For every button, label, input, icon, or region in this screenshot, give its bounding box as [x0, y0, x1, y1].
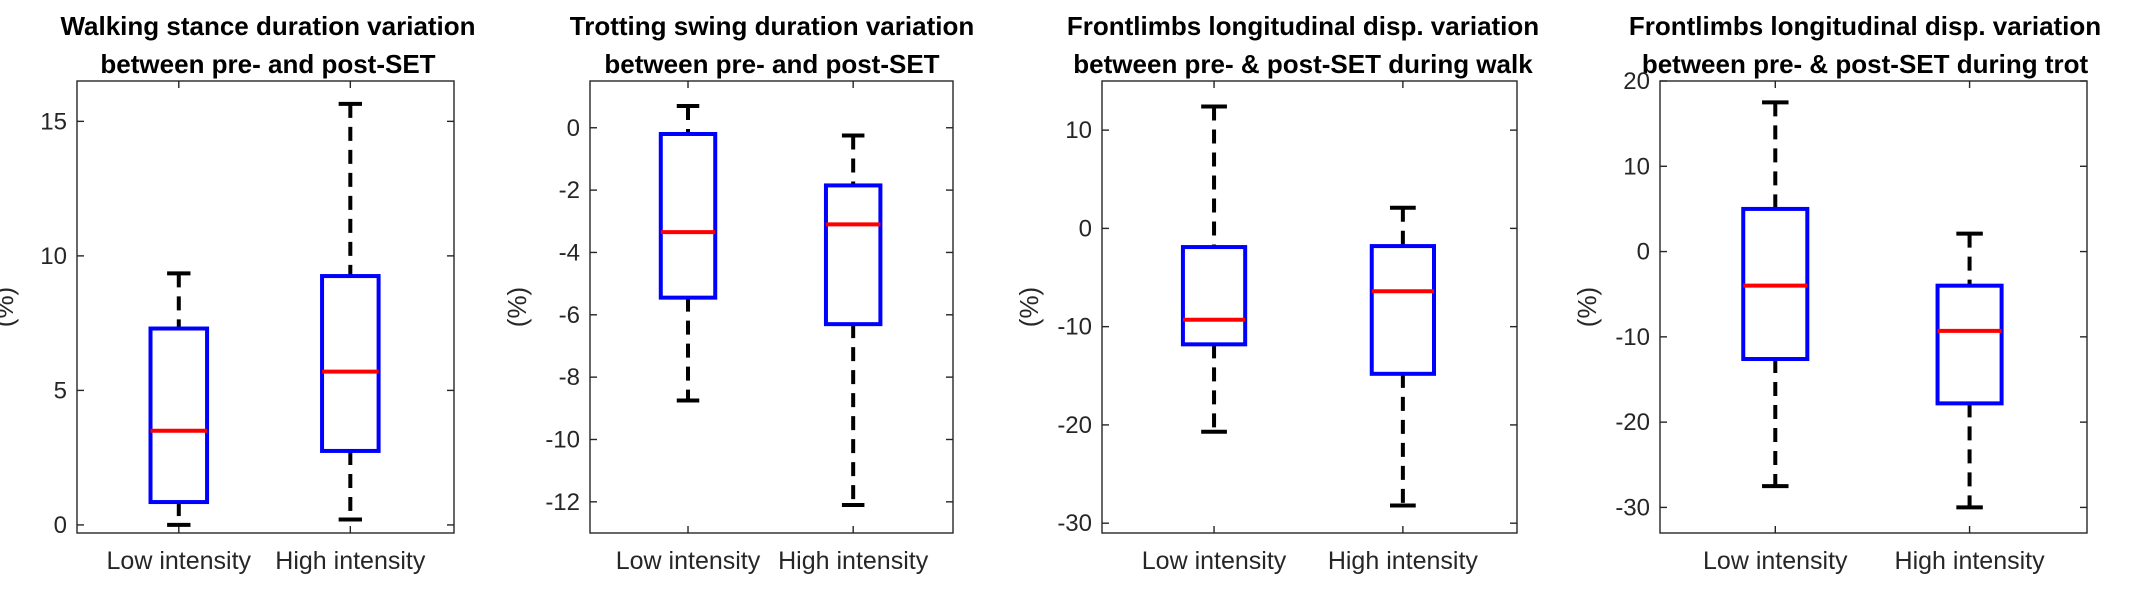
iqr-box [658, 131, 718, 300]
y-tick-label: 10 [1623, 153, 1650, 180]
box-2 [823, 133, 883, 507]
y-tick-label: -20 [1057, 412, 1092, 439]
y-tick-label: -10 [1615, 324, 1650, 351]
y-tick-label: -12 [545, 489, 580, 516]
chart-title-line: between pre- and post-SET [604, 49, 939, 79]
x-category-label: High intensity [1328, 547, 1479, 575]
chart-title-line: between pre- & post-SET during trot [1642, 49, 2089, 79]
y-tick-label: -10 [1057, 314, 1092, 341]
y-axis-label: (%) [502, 287, 532, 327]
x-category-label: High intensity [275, 547, 426, 575]
y-tick-label: 10 [40, 243, 67, 270]
chart-title-line: between pre- & post-SET during walk [1073, 49, 1533, 79]
box-2 [1369, 205, 1436, 508]
axes-frame [1101, 80, 1518, 534]
x-category-label: Low intensity [616, 547, 761, 575]
y-tick-label: -30 [1057, 510, 1092, 537]
x-category-label: High intensity [778, 547, 929, 575]
y-tick-label: 0 [54, 512, 67, 539]
box-2 [1935, 231, 2004, 510]
y-tick-label: -10 [545, 426, 580, 453]
chart-title-line: Trotting swing duration variation [570, 11, 974, 41]
y-axis-label: (%) [1572, 287, 1602, 327]
x-category-label: High intensity [1895, 547, 2046, 575]
chart-title-line: Frontlimbs longitudinal disp. variation [1067, 11, 1539, 41]
chart-panel-3: Frontlimbs longitudinal disp. variation b… [1014, 11, 1539, 575]
y-tick-label: 10 [1065, 117, 1092, 144]
y-tick-label: -20 [1615, 409, 1650, 436]
y-tick-label: -6 [559, 302, 580, 329]
y-tick-label: 0 [1637, 239, 1650, 266]
y-tick-label: -4 [559, 239, 580, 266]
y-tick-label: -30 [1615, 494, 1650, 521]
chart-panel-4: Frontlimbs longitudinal disp. variation b… [1572, 11, 2101, 575]
axes-frame [589, 80, 954, 534]
y-tick-label: 0 [567, 115, 580, 142]
x-category-label: Low intensity [1703, 547, 1848, 575]
chart-panel-1: Walking stance duration variation between… [0, 11, 476, 575]
y-tick-label: -2 [559, 177, 580, 204]
axes-frame [76, 80, 455, 534]
iqr-box [320, 274, 381, 453]
chart-title-line: Frontlimbs longitudinal disp. variation [1629, 11, 2101, 41]
y-tick-label: 20 [1623, 68, 1650, 95]
iqr-box [148, 326, 210, 505]
y-axis-label: (%) [0, 287, 19, 327]
y-tick-label: -8 [559, 364, 580, 391]
iqr-box [1369, 244, 1436, 376]
y-tick-label: 5 [54, 377, 67, 404]
box-1 [148, 271, 210, 527]
box-1 [1180, 104, 1248, 434]
chart-panel-2: Trotting swing duration variation between… [502, 11, 974, 575]
axes-frame [1659, 80, 2088, 534]
x-category-label: Low intensity [107, 547, 252, 575]
x-category-label: Low intensity [1142, 547, 1287, 575]
y-tick-label: 15 [40, 108, 67, 135]
iqr-box [1935, 283, 2004, 406]
box-2 [320, 101, 381, 522]
chart-title-line: Walking stance duration variation [60, 11, 475, 41]
box-1 [1741, 100, 1810, 489]
iqr-box [823, 183, 883, 327]
box-1 [658, 103, 718, 403]
y-axis-label: (%) [1014, 287, 1044, 327]
y-tick-label: 0 [1079, 215, 1092, 242]
chart-title-line: between pre- and post-SET [100, 49, 435, 79]
iqr-box [1180, 245, 1248, 347]
